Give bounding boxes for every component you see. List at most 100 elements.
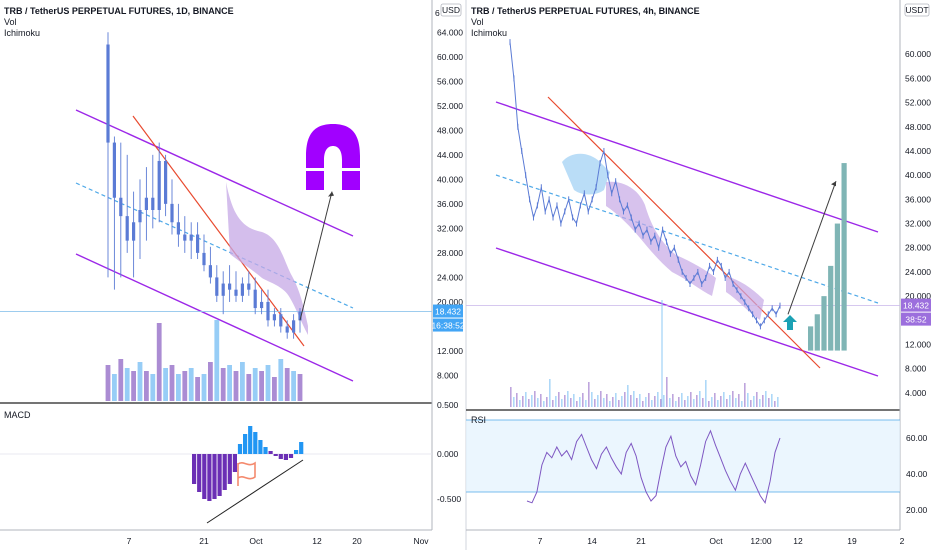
right-volume-bar: [510, 387, 512, 407]
left-macd-bar: [288, 454, 294, 458]
right-y-tick: 60.000: [905, 49, 931, 59]
left-candle-body: [176, 222, 180, 235]
right-volume-bar: [714, 393, 716, 407]
left-volume-bar: [265, 365, 271, 401]
right-volume-bar: [558, 392, 560, 407]
right-volume-bar: [732, 391, 734, 407]
right-volume-bar: [540, 394, 542, 407]
left-macd-bar: [299, 442, 304, 454]
right-rsi-tick: 60.00: [906, 433, 928, 443]
right-volume-bar: [768, 398, 770, 407]
left-candle-body: [183, 234, 187, 241]
right-y-tick: 44.000: [905, 146, 931, 156]
left-volume-bar: [182, 371, 188, 401]
left-y-tick: 36.000: [437, 199, 463, 209]
left-candle-body: [221, 283, 225, 296]
flag-icon: [237, 461, 256, 486]
magnet-logo-stripe: [342, 168, 360, 171]
left-volume-bar: [284, 368, 290, 401]
right-volume-bar: [750, 400, 752, 407]
right-y-tick: 8.000: [905, 364, 927, 374]
right-y-tick: 36.000: [905, 194, 931, 204]
left-volume-bar: [156, 323, 162, 401]
left-candle-body: [272, 314, 276, 321]
right-volume-bar: [660, 399, 662, 407]
left-volume-bar: [201, 374, 207, 401]
left-macd-bar: [263, 447, 268, 454]
right-volume-bar: [711, 397, 713, 407]
left-macd-bar: [207, 454, 212, 501]
left-volume-bar: [150, 374, 156, 401]
right-chart-title: TRB / TetherUS PERPETUAL FUTURES, 4h, BI…: [471, 6, 700, 16]
right-x-tick: 12:00: [750, 536, 772, 546]
left-candle-body: [279, 314, 283, 327]
right-channel-upper: [495, 101, 879, 233]
left-macd-bar: [217, 454, 222, 496]
left-x-tick: Nov: [413, 536, 429, 546]
right-volume-bar: [741, 401, 743, 407]
right-ichimoku-cloud-blue: [562, 153, 610, 195]
left-volume-bar: [124, 368, 130, 401]
left-macd-label: MACD: [4, 410, 31, 420]
magnet-logo-stripe: [306, 168, 324, 171]
right-currency-box: [904, 3, 930, 17]
right-volume-bar: [531, 395, 533, 407]
right-rsi-tick: 20.00: [906, 505, 928, 515]
right-volume-bar: [618, 400, 620, 407]
left-y-tick: 64.000: [437, 27, 463, 37]
right-volume-bar: [645, 397, 647, 407]
right-volume-bar: [630, 395, 632, 407]
left-volume-bar: [278, 359, 284, 401]
left-y-tick: 48.000: [437, 125, 463, 135]
right-volume-bar: [615, 393, 617, 407]
left-y-tick: 60.000: [437, 52, 463, 62]
right-x-tick: Oct: [709, 536, 723, 546]
right-volume-bar: [759, 399, 761, 407]
right-volume-bar: [573, 394, 575, 407]
right-volume-bar: [666, 377, 668, 407]
left-candle-body: [215, 277, 219, 296]
right-ichimoku-label: Ichimoku: [471, 28, 508, 38]
right-countdown-badge: [901, 312, 931, 326]
left-currency-box: [440, 3, 462, 17]
left-candle-body: [125, 216, 129, 241]
right-volume-bar: [672, 394, 674, 407]
right-volume-bar: [687, 396, 689, 407]
left-macd-bar: [232, 454, 237, 472]
left-volume-bar: [214, 320, 220, 401]
left-volume-bar: [112, 374, 117, 401]
right-volume-bar: [582, 393, 584, 407]
left-volume-bar: [176, 374, 181, 401]
right-y-tick: 28.000: [905, 243, 931, 253]
left-y-tick: 32.000: [437, 223, 463, 233]
right-volume-bar: [621, 396, 623, 407]
right-y-tick: 4.000: [905, 388, 927, 398]
left-x-tick: 12: [312, 536, 322, 546]
right-x-tick: 14: [587, 536, 597, 546]
right-price-badge-text: 18.432: [903, 301, 929, 311]
left-macd-bar: [212, 454, 217, 499]
left-y-tick: 8.000: [437, 370, 459, 380]
right-currency-label: USDT: [905, 5, 928, 15]
right-volume-bar: [669, 398, 671, 407]
right-volume-bar: [753, 396, 755, 407]
right-target-bar: [808, 326, 814, 351]
right-volume-bar: [651, 400, 653, 407]
right-volume-bar: [675, 401, 677, 407]
left-macd-bar: [278, 454, 283, 459]
right-channel-mid: [495, 174, 879, 304]
right-volume-bar: [699, 391, 701, 407]
left-macd-bar: [202, 454, 207, 499]
right-volume-bar: [606, 394, 608, 407]
left-candle-body: [202, 252, 206, 266]
right-volume-bar: [579, 397, 581, 407]
right-volume-bar: [756, 392, 758, 407]
right-price-series: [509, 42, 781, 328]
right-volume-bar: [681, 393, 683, 407]
left-macd-bar: [294, 450, 299, 454]
left-macd-tick: 0.000: [437, 449, 459, 459]
right-volume-bar: [723, 392, 725, 407]
right-y-tick: 20.000: [905, 291, 931, 301]
left-price-badge-text: 18.432: [435, 307, 461, 317]
